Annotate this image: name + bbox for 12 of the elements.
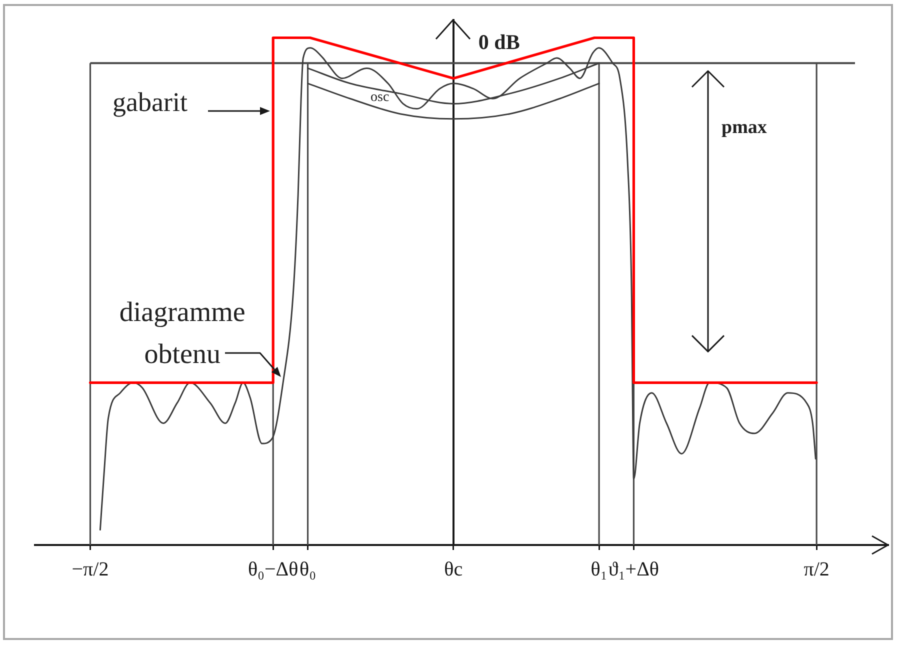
annotation: osc <box>370 90 390 105</box>
x-tick-label: θc <box>444 558 463 580</box>
annotation: diagramme obtenu <box>118 296 246 372</box>
x-tick-label: θ₁ <box>590 558 608 580</box>
x-tick-label: ϑ₁+Δθ <box>608 558 660 580</box>
annotation: pmax <box>722 116 767 138</box>
x-tick-label: π/2 <box>804 558 830 580</box>
y-axis-title: 0 dB <box>478 30 520 54</box>
x-tick-label: θ₀−Δθ <box>248 558 298 580</box>
annotation: gabarit <box>112 87 188 118</box>
x-tick-label: −π/2 <box>72 558 109 580</box>
x-tick-label: θ₀ <box>299 558 316 580</box>
